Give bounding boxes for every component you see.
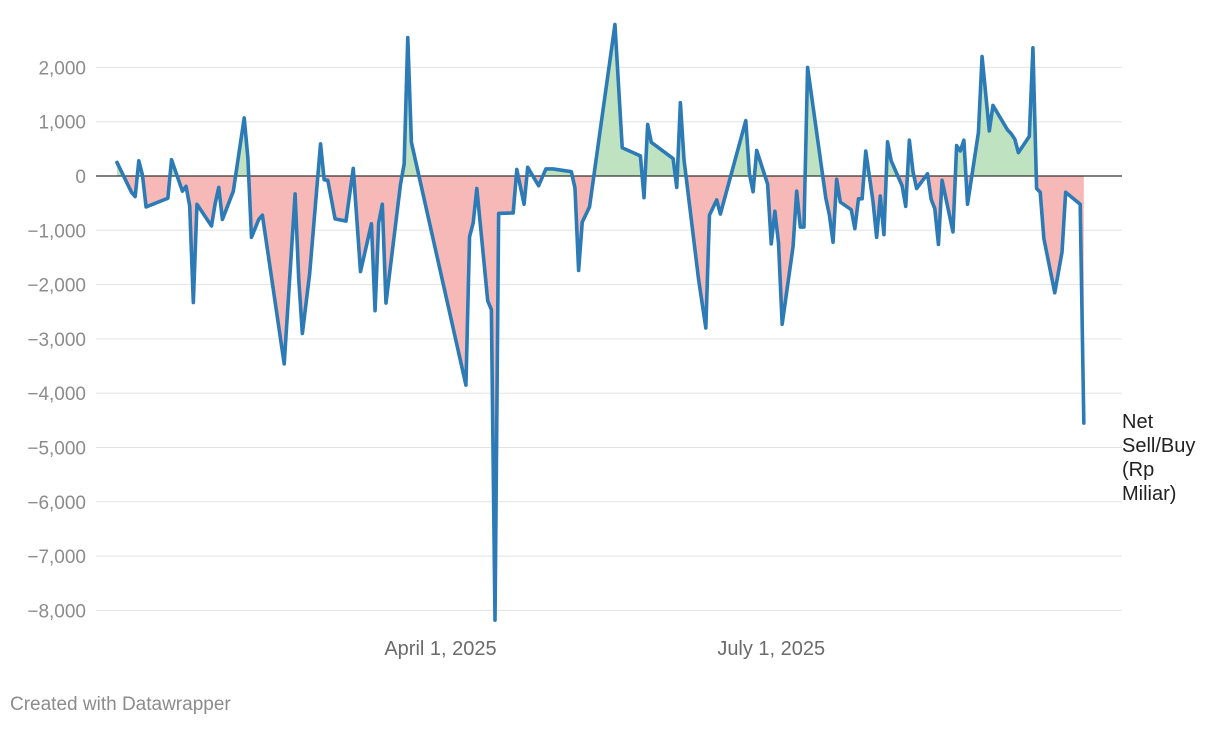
series-label-line: Net	[1122, 411, 1154, 433]
y-tick-label: −5,000	[27, 439, 86, 460]
y-tick-label: −6,000	[27, 493, 86, 514]
series-label-line: (Rp	[1122, 459, 1154, 481]
x-tick-label: July 1, 2025	[717, 638, 825, 660]
x-tick-label: April 1, 2025	[384, 638, 496, 660]
y-tick-label: −4,000	[27, 384, 86, 405]
series-label-line: Sell/Buy	[1122, 435, 1195, 457]
y-tick-label: 0	[75, 167, 86, 188]
positive-area	[117, 24, 1037, 176]
y-tick-label: −3,000	[27, 330, 86, 351]
y-tick-label: −1,000	[27, 221, 86, 242]
y-tick-label: 1,000	[38, 113, 86, 134]
x-axis: April 1, 2025 July 1, 2025	[384, 638, 825, 660]
y-tick-label: −8,000	[27, 601, 86, 622]
y-tick-label: −2,000	[27, 276, 86, 297]
y-axis: 2,000 1,000 0 −1,000 −2,000 −3,000 −4,000 −5,00…	[27, 58, 86, 622]
datawrapper-credit: Created with Datawrapper	[10, 694, 231, 715]
y-tick-label: 2,000	[38, 58, 86, 79]
series-label-line: Miliar)	[1122, 483, 1176, 505]
y-tick-label: −7,000	[27, 547, 86, 568]
series-line	[115, 22, 1086, 622]
